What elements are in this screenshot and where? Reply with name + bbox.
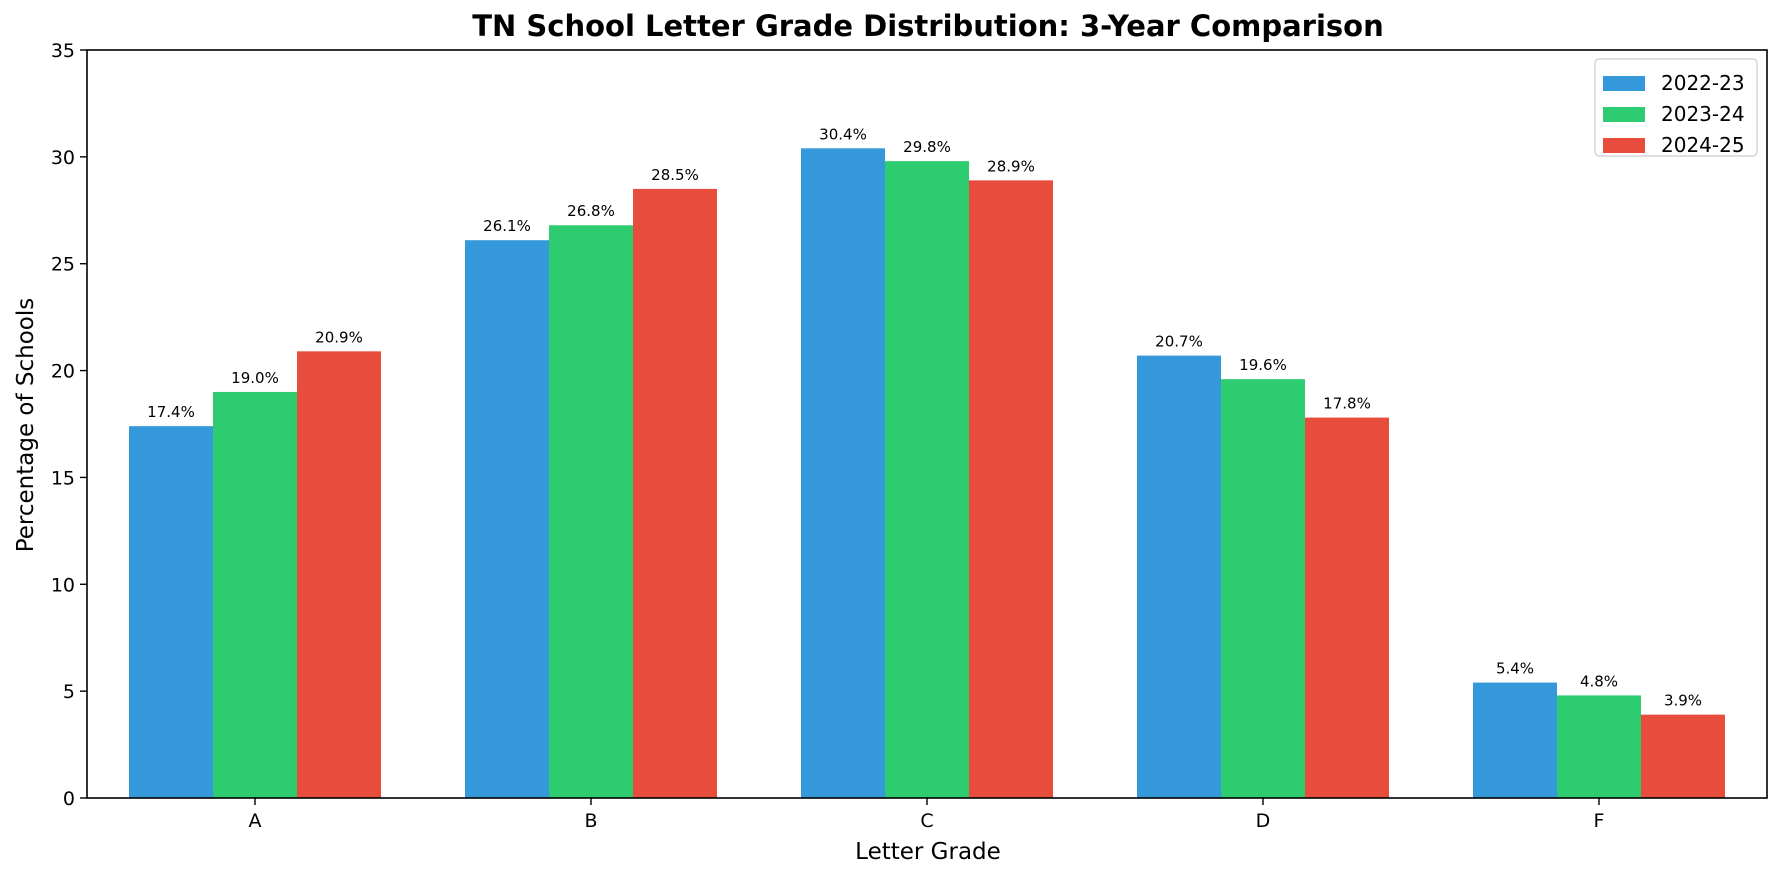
y-tick-label: 35 (51, 40, 75, 62)
x-tick-label: B (584, 810, 597, 832)
bar-A-2023-24 (213, 391, 297, 798)
legend-swatch (1603, 138, 1645, 153)
chart-title: TN School Letter Grade Distribution: 3-Y… (472, 9, 1384, 43)
data-label: 28.9% (987, 157, 1035, 175)
x-tick-label: A (249, 810, 262, 832)
bar-F-2024-25 (1641, 714, 1725, 798)
y-tick-label: 20 (51, 361, 75, 383)
legend-label: 2024-25 (1661, 133, 1745, 157)
y-axis-label: Percentage of Schools (13, 298, 39, 553)
x-tick-label: F (1594, 810, 1605, 832)
data-label: 19.6% (1239, 356, 1287, 374)
y-tick-label: 10 (51, 574, 75, 596)
bar-C-2023-24 (885, 161, 969, 799)
legend-swatch (1603, 107, 1645, 122)
data-label: 30.4% (819, 125, 867, 143)
data-label: 26.1% (483, 217, 531, 235)
data-label: 29.8% (903, 138, 951, 156)
legend-label: 2023-24 (1661, 102, 1745, 126)
data-label: 3.9% (1664, 692, 1702, 710)
y-tick-label: 0 (63, 788, 75, 810)
legend: 2022-23 2023-24 2024-25 (1594, 58, 1758, 157)
x-tick-label: C (920, 810, 933, 832)
bar-D-2022-23 (1137, 355, 1221, 798)
y-axis: 0 5 10 15 20 25 30 35 (51, 40, 87, 810)
data-label: 17.4% (147, 403, 195, 421)
bar-C-2022-23 (801, 148, 885, 798)
bar-F-2023-24 (1557, 695, 1641, 798)
bar-A-2024-25 (297, 351, 381, 798)
y-tick-label: 15 (51, 467, 75, 489)
y-tick-label: 5 (63, 681, 75, 703)
bar-D-2024-25 (1305, 417, 1389, 798)
legend-label: 2022-23 (1661, 71, 1745, 95)
bar-D-2023-24 (1221, 379, 1305, 798)
bar-C-2024-25 (969, 180, 1053, 798)
y-tick-label: 30 (51, 147, 75, 169)
data-label: 5.4% (1496, 660, 1534, 678)
data-label: 4.8% (1580, 672, 1618, 690)
data-label: 17.8% (1323, 395, 1371, 413)
x-axis-label: Letter Grade (855, 839, 1001, 865)
x-tick-label: D (1256, 810, 1271, 832)
bar-B-2024-25 (633, 188, 717, 798)
plot-area: 17.4% 26.1% 30.4% 20.7% 5.4% 19.0% 26.8% 29.8% 1… (86, 49, 1768, 799)
bar-B-2022-23 (465, 240, 549, 799)
data-label: 20.7% (1155, 333, 1203, 351)
bar-A-2022-23 (129, 426, 213, 798)
bar-F-2022-23 (1473, 682, 1557, 798)
data-label: 19.0% (231, 369, 279, 387)
data-label: 20.9% (315, 328, 363, 346)
legend-swatch (1603, 76, 1645, 91)
data-label: 28.5% (651, 166, 699, 184)
bar-B-2023-24 (549, 225, 633, 798)
data-label: 26.8% (567, 202, 615, 220)
y-tick-label: 25 (51, 254, 75, 276)
